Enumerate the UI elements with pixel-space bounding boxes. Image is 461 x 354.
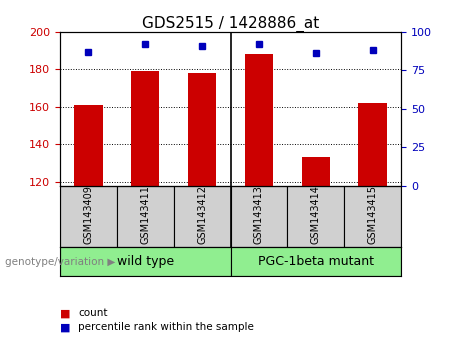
Text: wild type: wild type: [117, 255, 174, 268]
Bar: [287, 185, 344, 247]
Text: GSM143409: GSM143409: [83, 185, 94, 244]
Bar: [301, 158, 330, 185]
Bar: [344, 185, 401, 247]
Title: GDS2515 / 1428886_at: GDS2515 / 1428886_at: [142, 16, 319, 32]
Text: count: count: [78, 308, 108, 318]
Bar: [245, 55, 273, 185]
Text: GSM143415: GSM143415: [367, 185, 378, 244]
Bar: [174, 185, 230, 247]
Bar: [117, 185, 174, 247]
Bar: [60, 185, 117, 247]
Text: GSM143412: GSM143412: [197, 185, 207, 244]
Text: GSM143414: GSM143414: [311, 185, 321, 244]
Bar: [131, 71, 160, 185]
Bar: [74, 105, 102, 185]
Text: percentile rank within the sample: percentile rank within the sample: [78, 322, 254, 332]
Text: GSM143411: GSM143411: [140, 185, 150, 244]
Bar: [188, 73, 216, 185]
Bar: [60, 247, 230, 276]
Text: ■: ■: [60, 322, 71, 332]
Text: GSM143413: GSM143413: [254, 185, 264, 244]
Text: PGC-1beta mutant: PGC-1beta mutant: [258, 255, 374, 268]
Bar: [230, 185, 287, 247]
Bar: [358, 103, 387, 185]
Bar: [230, 247, 401, 276]
Text: genotype/variation ▶: genotype/variation ▶: [5, 257, 115, 267]
Text: ■: ■: [60, 308, 71, 318]
